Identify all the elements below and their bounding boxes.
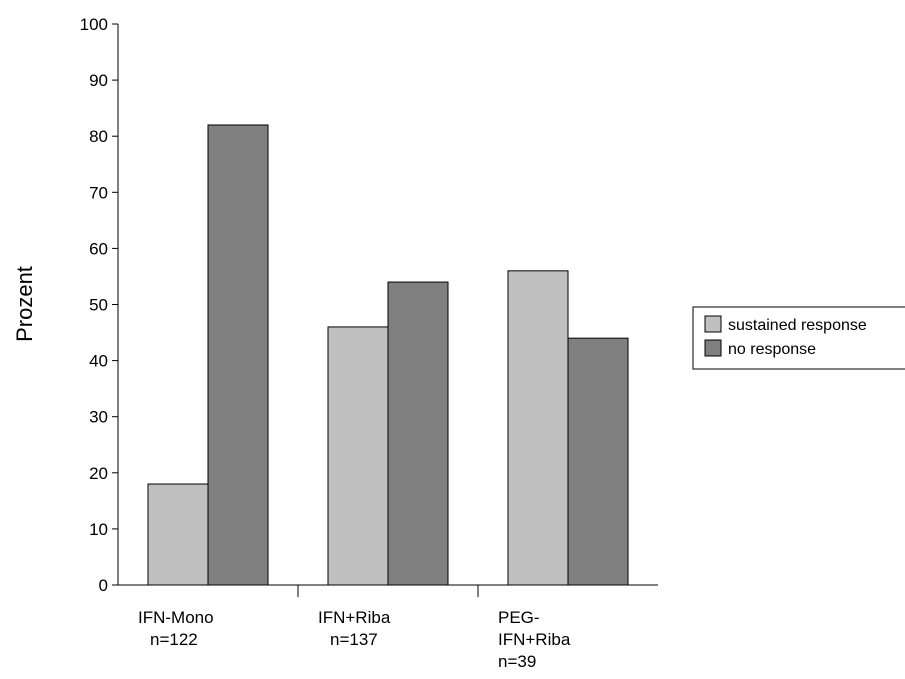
y-tick-label: 80 [89, 127, 108, 146]
y-tick-label: 20 [89, 464, 108, 483]
legend-entry-label: no response [728, 341, 816, 358]
y-tick-label: 70 [89, 183, 108, 202]
x-category-label: IFN-Mono [138, 608, 214, 627]
y-tick-label: 90 [89, 71, 108, 90]
y-tick-label: 40 [89, 352, 108, 371]
bar-no-response [387, 281, 449, 586]
y-tick-label: 60 [89, 239, 108, 258]
bar-sustained-response [327, 326, 389, 586]
y-tick-label: 100 [80, 15, 108, 34]
x-category-label: n=39 [498, 652, 536, 671]
legend: sustained response no response [692, 306, 905, 370]
legend-box [692, 306, 905, 370]
y-axis-label: Prozent [12, 266, 37, 342]
y-tick-label: 10 [89, 520, 108, 539]
bar-sustained-response [147, 483, 209, 586]
bar-sustained-response [507, 270, 569, 586]
bar-no-response [207, 124, 269, 586]
x-category-label: n=122 [150, 630, 198, 649]
bar-no-response [567, 337, 629, 586]
legend-swatch [704, 339, 722, 357]
x-category-label: n=137 [330, 630, 378, 649]
x-category-label: IFN+Riba [318, 608, 391, 627]
x-category-label: IFN+Riba [498, 630, 571, 649]
x-category-label: PEG- [498, 608, 540, 627]
legend-entry-label: sustained response [728, 317, 867, 334]
legend-swatch [704, 315, 722, 333]
y-tick-label: 30 [89, 408, 108, 427]
category-labels-group: IFN-Mono n=122 IFN+Riba n=137 PEG- IFN+Riba n=… [138, 608, 571, 671]
y-tick-label: 50 [89, 296, 108, 315]
bars-group [147, 124, 629, 586]
y-ticks-group: 0 10 20 30 40 50 60 70 80 90 100 [80, 15, 118, 595]
y-tick-label: 0 [99, 576, 108, 595]
